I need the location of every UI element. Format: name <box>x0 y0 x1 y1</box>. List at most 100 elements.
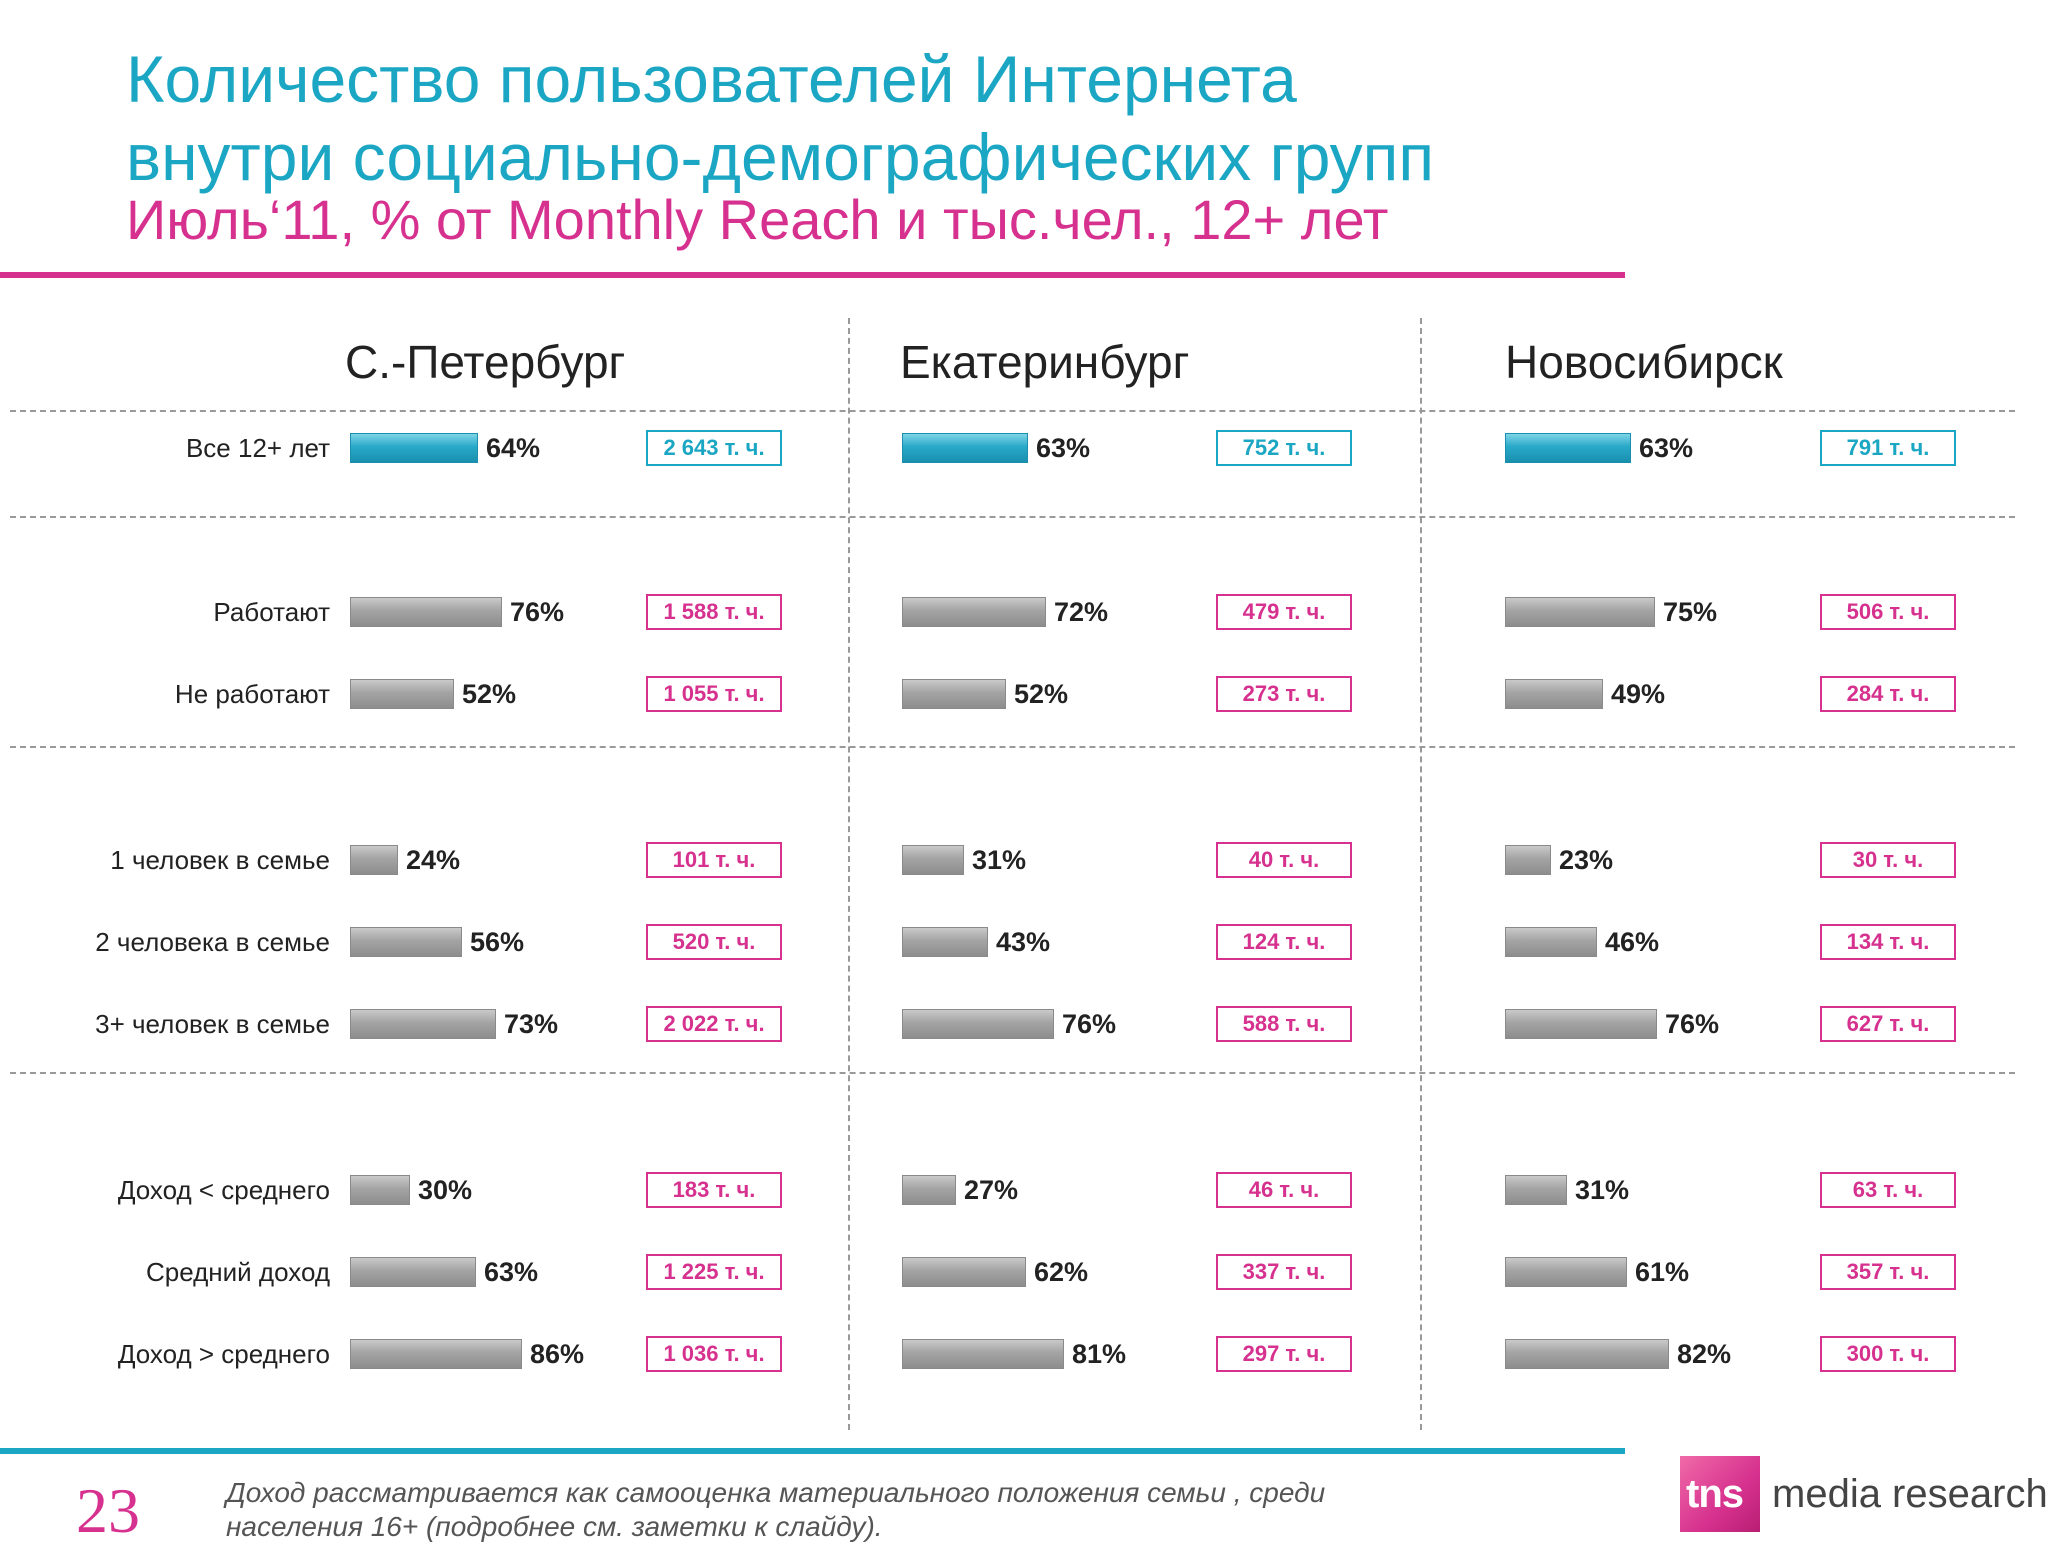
city-header: Екатеринбург <box>900 336 1190 388</box>
absolute-value-badge: 588 т. ч. <box>1216 1006 1352 1042</box>
absolute-value-badge: 627 т. ч. <box>1820 1006 1956 1042</box>
header-divider <box>0 272 1625 278</box>
footnote-line-1: Доход рассматривается как самооценка мат… <box>226 1477 1326 1508</box>
percent-label: 82% <box>1677 1339 1732 1369</box>
category-label: Работают <box>213 597 330 627</box>
bar <box>1505 845 1551 875</box>
category-label: 1 человек в семье <box>110 845 330 875</box>
percent-label: 56% <box>470 927 525 957</box>
footnote: Доход рассматривается как самооценка мат… <box>226 1476 1426 1544</box>
category-label: Доход > среднего <box>117 1339 330 1369</box>
bar <box>350 1339 522 1369</box>
city-header: С.-Петербург <box>345 336 626 388</box>
percent-label: 31% <box>1575 1175 1630 1205</box>
bar <box>902 1257 1026 1287</box>
bar <box>902 1339 1064 1369</box>
bar <box>350 927 462 957</box>
bar <box>902 845 964 875</box>
percent-label: 75% <box>1663 597 1718 627</box>
page-title: Количество пользователей Интернета внутр… <box>126 40 1434 196</box>
percent-label: 49% <box>1611 679 1666 709</box>
percent-label: 24% <box>406 845 461 875</box>
title-line-2: внутри социально-демографических групп <box>126 120 1435 194</box>
logo-mark: tns <box>1680 1456 1760 1532</box>
absolute-value-badge: 297 т. ч. <box>1216 1336 1352 1372</box>
percent-label: 76% <box>1665 1009 1720 1039</box>
absolute-value-badge: 357 т. ч. <box>1820 1254 1956 1290</box>
bar <box>350 1257 476 1287</box>
percent-label: 52% <box>462 679 517 709</box>
logo-tns-text: tns <box>1686 1472 1744 1516</box>
percent-label: 64% <box>486 433 541 463</box>
bar <box>1505 1175 1567 1205</box>
bar <box>902 433 1028 463</box>
bar <box>902 679 1006 709</box>
bar <box>350 597 502 627</box>
percent-label: 27% <box>964 1175 1019 1205</box>
bar <box>1505 433 1631 463</box>
bar <box>350 1009 496 1039</box>
bar <box>350 845 398 875</box>
page-number: 23 <box>76 1475 140 1546</box>
percent-label: 31% <box>972 845 1027 875</box>
percent-label: 73% <box>504 1009 559 1039</box>
title-line-1: Количество пользователей Интернета <box>126 42 1297 116</box>
category-label: 2 человека в семье <box>95 927 330 957</box>
city-header: Новосибирск <box>1505 336 1783 388</box>
category-label: Все 12+ лет <box>185 433 330 463</box>
bar <box>1505 679 1603 709</box>
absolute-value-badge: 2 643 т. ч. <box>646 430 782 466</box>
absolute-value-badge: 134 т. ч. <box>1820 924 1956 960</box>
absolute-value-badge: 1 588 т. ч. <box>646 594 782 630</box>
absolute-value-badge: 1 055 т. ч. <box>646 676 782 712</box>
row-separator-3 <box>10 746 2015 748</box>
category-label: 3+ человек в семье <box>95 1009 330 1039</box>
bar <box>902 1009 1054 1039</box>
percent-label: 62% <box>1034 1257 1089 1287</box>
absolute-value-badge: 30 т. ч. <box>1820 842 1956 878</box>
category-label: Средний доход <box>145 1257 330 1287</box>
percent-label: 30% <box>418 1175 473 1205</box>
percent-label: 86% <box>530 1339 585 1369</box>
row-separator-2 <box>10 516 2015 518</box>
bar <box>1505 1009 1657 1039</box>
footnote-line-2: населения 16+ (подробнее см. заметки к с… <box>226 1511 883 1542</box>
percent-label: 76% <box>510 597 565 627</box>
absolute-value-badge: 2 022 т. ч. <box>646 1006 782 1042</box>
absolute-value-badge: 273 т. ч. <box>1216 676 1352 712</box>
absolute-value-badge: 101 т. ч. <box>646 842 782 878</box>
bar <box>1505 1339 1669 1369</box>
bar <box>350 679 454 709</box>
category-label: Не работают <box>174 679 330 709</box>
absolute-value-badge: 791 т. ч. <box>1820 430 1956 466</box>
percent-label: 46% <box>1605 927 1660 957</box>
logo-media-research-text: media research <box>1772 1472 2048 1516</box>
percent-label: 52% <box>1014 679 1069 709</box>
category-label: Доход < среднего <box>117 1175 330 1205</box>
bar <box>350 433 478 463</box>
percent-label: 61% <box>1635 1257 1690 1287</box>
absolute-value-badge: 63 т. ч. <box>1820 1172 1956 1208</box>
absolute-value-badge: 300 т. ч. <box>1820 1336 1956 1372</box>
absolute-value-badge: 46 т. ч. <box>1216 1172 1352 1208</box>
absolute-value-badge: 183 т. ч. <box>646 1172 782 1208</box>
bar <box>1505 1257 1627 1287</box>
bar <box>902 927 988 957</box>
percent-label: 23% <box>1559 845 1614 875</box>
row-separator-1 <box>10 410 2015 412</box>
tns-logo: tns media research <box>1680 1456 2048 1532</box>
page-subtitle: Июль‘11, % от Monthly Reach и тыс.чел., … <box>126 188 1389 251</box>
percent-label: 72% <box>1054 597 1109 627</box>
bar <box>902 597 1046 627</box>
bar <box>350 1175 410 1205</box>
percent-label: 63% <box>1639 433 1694 463</box>
bar <box>1505 597 1655 627</box>
percent-label: 63% <box>484 1257 539 1287</box>
percent-label: 63% <box>1036 433 1091 463</box>
absolute-value-badge: 479 т. ч. <box>1216 594 1352 630</box>
column-separator-1 <box>848 318 850 1430</box>
absolute-value-badge: 506 т. ч. <box>1820 594 1956 630</box>
column-separator-2 <box>1420 318 1422 1430</box>
absolute-value-badge: 40 т. ч. <box>1216 842 1352 878</box>
footer-divider <box>0 1448 1625 1454</box>
